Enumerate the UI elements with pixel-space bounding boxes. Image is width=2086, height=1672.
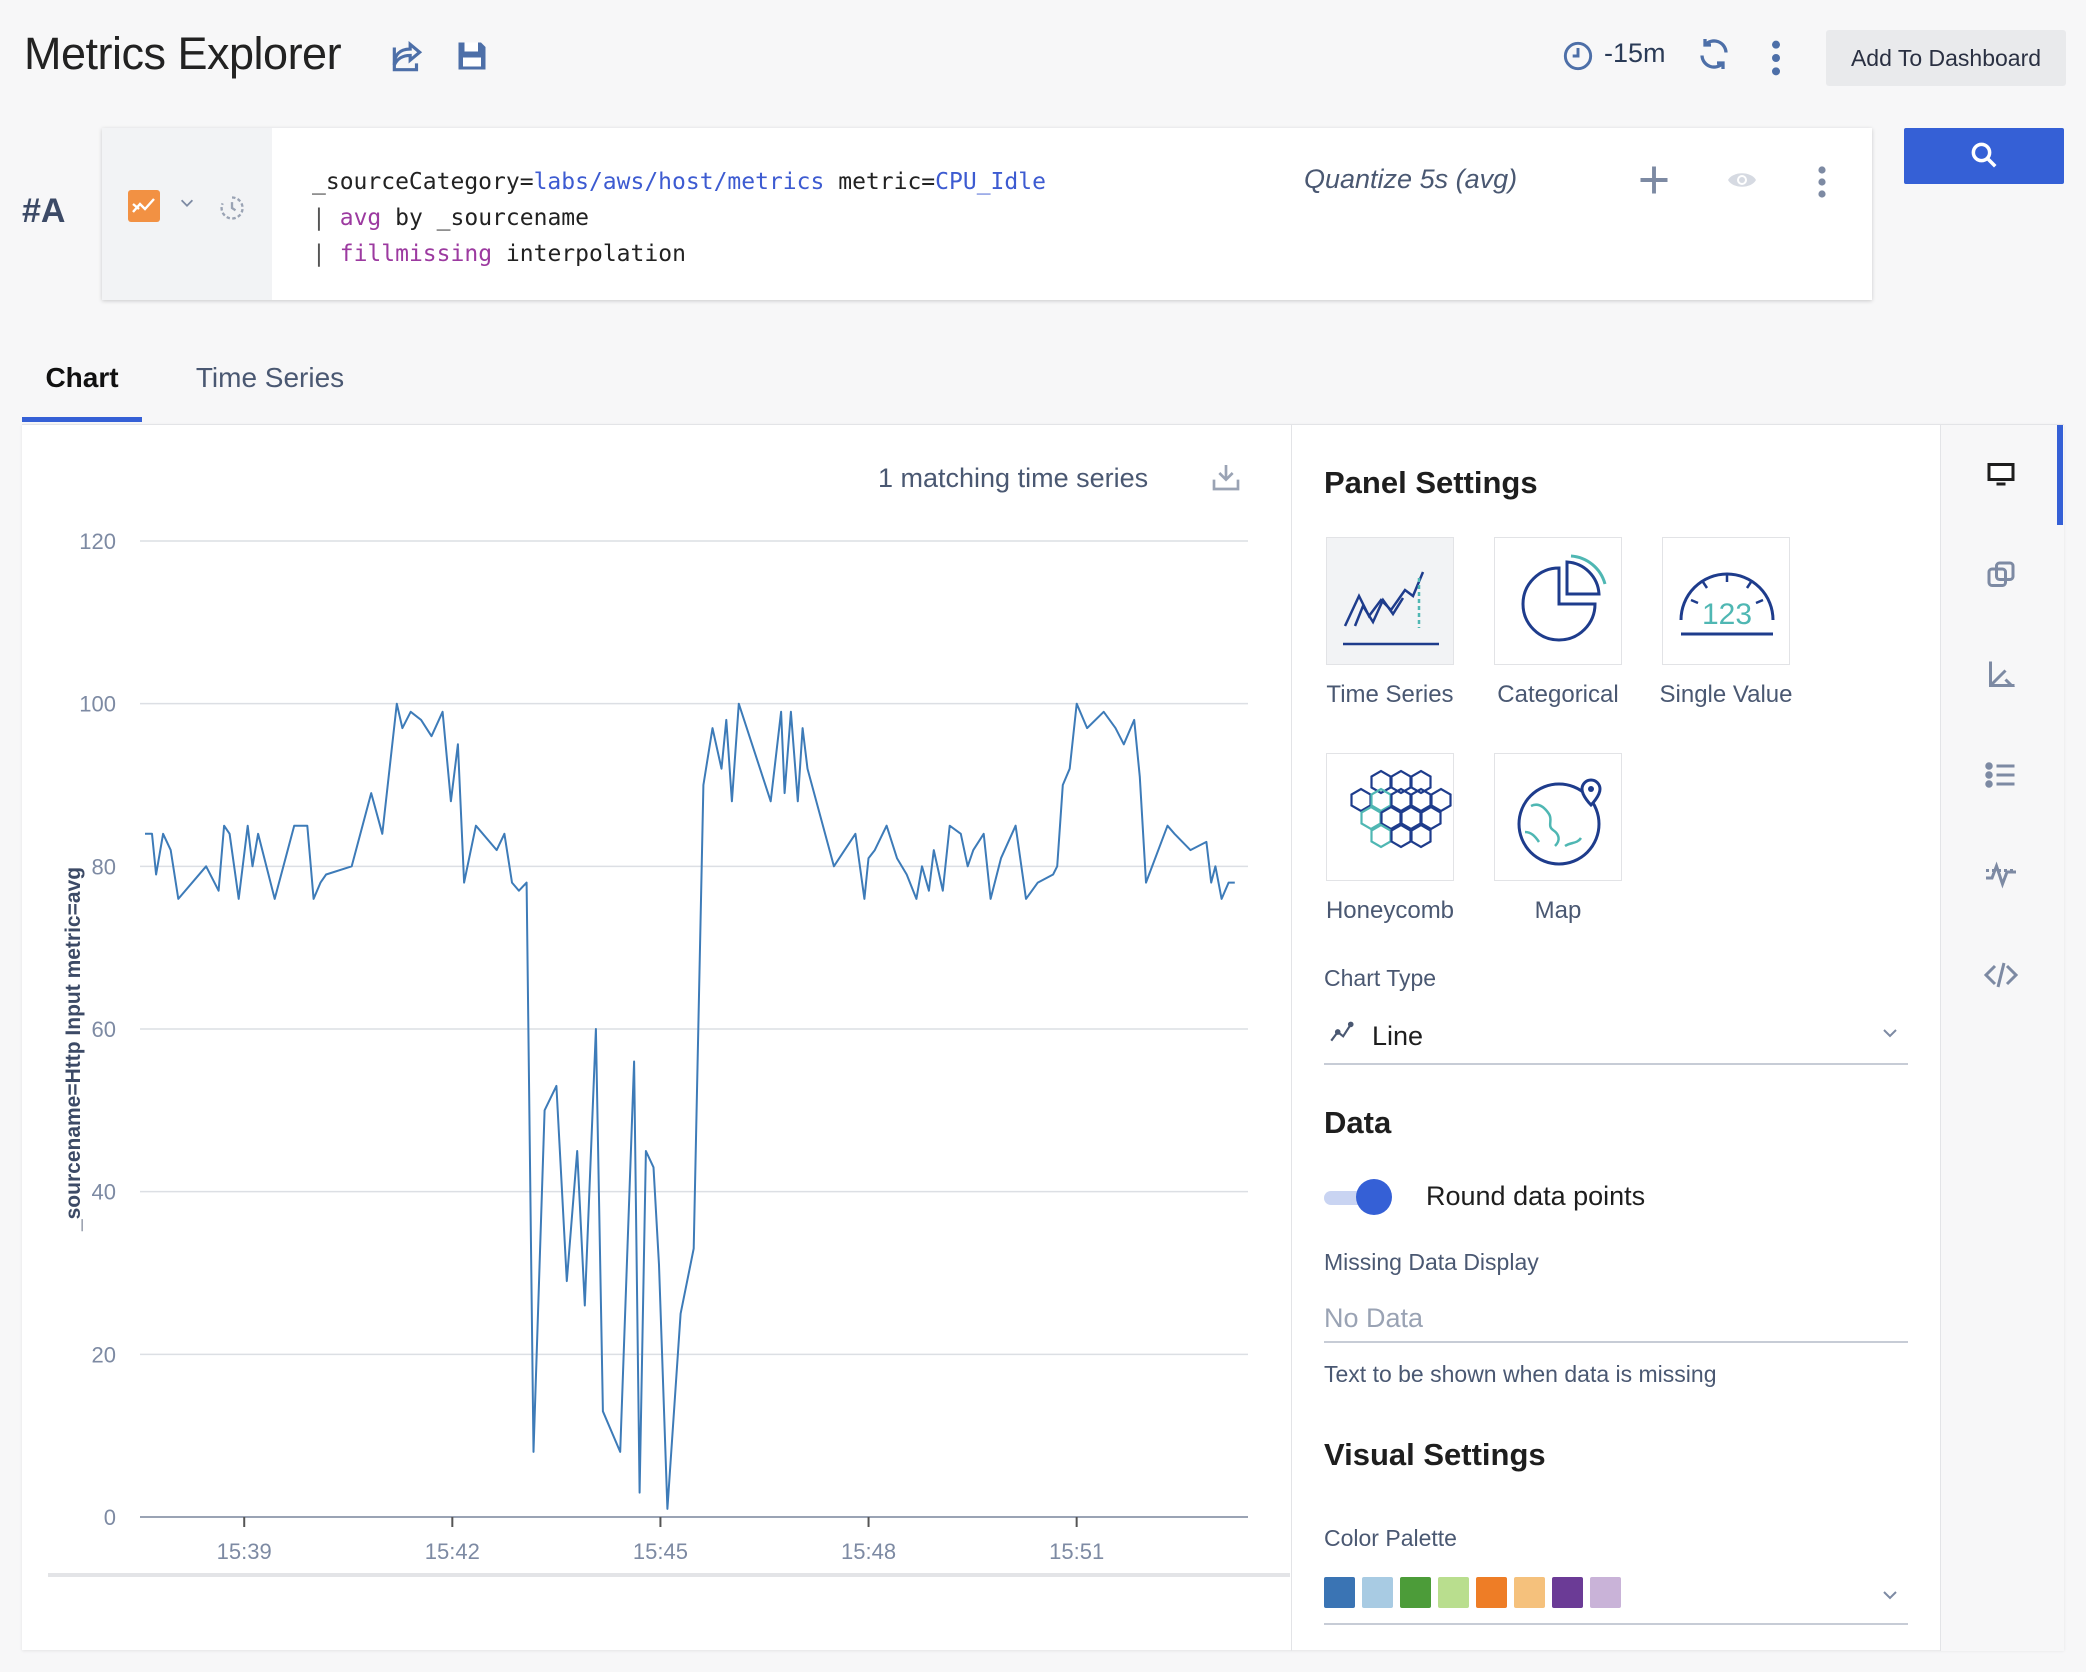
honeycomb-cell xyxy=(1390,823,1412,849)
chart-type-label: Chart Type xyxy=(1324,965,1437,991)
round-data-points-label: Round data points xyxy=(1426,1181,1646,1211)
thresholds-icon[interactable] xyxy=(1983,857,2019,893)
metrics-query-icon[interactable] xyxy=(128,190,160,222)
eye-icon[interactable] xyxy=(1726,168,1758,192)
y-tick-label: 120 xyxy=(79,529,116,554)
matching-series-count: 1 matching time series xyxy=(878,463,1149,493)
viz-label-map: Map xyxy=(1534,897,1582,924)
time-series-viz-icon xyxy=(1343,571,1439,646)
axes-icon[interactable] xyxy=(1983,657,2019,693)
add-query-icon[interactable] xyxy=(1636,162,1672,198)
y-tick-label: 100 xyxy=(79,692,116,717)
line-chart-icon xyxy=(1330,1021,1354,1042)
palette-swatch xyxy=(1590,1577,1621,1608)
time-range-selector[interactable]: -15m xyxy=(1604,38,1666,68)
honeycomb-cell xyxy=(1370,823,1392,849)
y-tick-label: 60 xyxy=(92,1017,116,1042)
tab-time-series[interactable]: Time Series xyxy=(195,362,345,393)
y-tick-label: 40 xyxy=(92,1180,116,1205)
palette-swatch xyxy=(1476,1577,1507,1608)
x-tick-label: 15:48 xyxy=(841,1539,896,1564)
add-to-dashboard-button[interactable]: Add To Dashboard xyxy=(1826,30,2066,86)
globe-icon xyxy=(1517,778,1602,866)
tab-chart[interactable]: Chart xyxy=(22,362,142,422)
y-tick-label: 0 xyxy=(104,1505,116,1530)
palette-swatch xyxy=(1552,1577,1583,1608)
timeshift-icon[interactable] xyxy=(218,194,246,222)
palette-swatch xyxy=(1324,1577,1355,1608)
share-icon[interactable] xyxy=(388,38,426,76)
viz-honeycomb[interactable] xyxy=(1326,753,1454,881)
honeycomb-cell xyxy=(1410,823,1432,849)
y-tick-label: 20 xyxy=(92,1342,116,1367)
y-axis-label: _sourcename=Http Input metric=avg xyxy=(62,867,85,1232)
panel-settings: Panel Settings 123 Time Series Categoric… xyxy=(1294,425,1940,1651)
panel-settings-title: Panel Settings xyxy=(1324,465,1538,500)
y-tick-label: 80 xyxy=(92,854,116,879)
honeycomb-cell xyxy=(1430,787,1452,813)
data-section-title: Data xyxy=(1324,1105,1392,1140)
clock-icon xyxy=(1563,41,1593,71)
missing-data-label: Missing Data Display xyxy=(1324,1249,1539,1275)
query-editor: _sourceCategory=labs/aws/host/metrics me… xyxy=(102,128,1872,300)
viz-label-single-value: Single Value xyxy=(1659,681,1793,708)
viz-categorical[interactable] xyxy=(1494,537,1622,665)
x-tick-label: 15:51 xyxy=(1049,1539,1104,1564)
chevron-down-icon xyxy=(1883,1591,1897,1600)
query-type-panel xyxy=(102,128,272,300)
query-text[interactable]: _sourceCategory=labs/aws/host/metrics me… xyxy=(312,169,1046,267)
missing-data-help: Text to be shown when data is missing xyxy=(1324,1361,1717,1387)
x-tick-label: 15:39 xyxy=(217,1539,272,1564)
viz-label-time-series: Time Series xyxy=(1326,681,1454,708)
honeycomb-cell xyxy=(1410,769,1432,795)
more-options-icon[interactable] xyxy=(1764,38,1788,78)
x-tick-label: 15:42 xyxy=(425,1539,480,1564)
chevron-down-icon[interactable] xyxy=(178,194,196,212)
missing-data-input[interactable] xyxy=(1324,1295,1908,1343)
viz-label-categorical: Categorical xyxy=(1497,681,1619,708)
legend-icon[interactable] xyxy=(1983,757,2019,793)
chart-area: 0 20 40 60 80 100 120 15:39 15:42 15:45 15:48 15:51… xyxy=(22,425,1292,1651)
refresh-icon[interactable] xyxy=(1696,36,1732,72)
settings-rail xyxy=(1940,425,2064,1651)
x-tick-label: 15:45 xyxy=(633,1539,688,1564)
svg-text:123: 123 xyxy=(1702,598,1752,631)
download-icon[interactable] xyxy=(1210,461,1242,493)
main-panel: 0 20 40 60 80 100 120 15:39 15:42 15:45 15:48 15:51… xyxy=(22,424,2064,1651)
honeycomb-cell xyxy=(1420,805,1442,831)
chart-scrollbar[interactable] xyxy=(48,1573,1290,1577)
quantize-setting[interactable]: Quantize 5s (avg) xyxy=(1304,164,1518,194)
palette-swatch xyxy=(1438,1577,1469,1608)
chart-type-value: Line xyxy=(1372,1021,1424,1051)
viz-map[interactable] xyxy=(1494,753,1622,881)
palette-swatch xyxy=(1400,1577,1431,1608)
line-chart[interactable]: 0 20 40 60 80 100 120 15:39 15:42 15:45 15:48 15:51… xyxy=(22,425,1292,1651)
visual-settings-title: Visual Settings xyxy=(1324,1437,1546,1472)
code-icon[interactable] xyxy=(1983,957,2019,993)
toggle-knob xyxy=(1356,1179,1392,1215)
palette-swatch xyxy=(1514,1577,1545,1608)
viz-time-series[interactable] xyxy=(1326,537,1454,665)
round-data-points-toggle[interactable] xyxy=(1324,1179,1398,1215)
query-label: #A xyxy=(22,192,66,230)
save-icon[interactable] xyxy=(454,38,490,74)
viz-single-value[interactable]: 123 xyxy=(1662,537,1790,665)
page-title: Metrics Explorer xyxy=(24,28,342,79)
gauge-icon: 123 xyxy=(1679,572,1775,636)
viz-label-honeycomb: Honeycomb xyxy=(1325,897,1455,924)
honeycomb-icon xyxy=(1350,769,1452,849)
series-line xyxy=(145,702,1235,1510)
display-icon[interactable] xyxy=(1983,457,2019,493)
color-palette-label: Color Palette xyxy=(1324,1525,1457,1551)
query-more-icon[interactable] xyxy=(1810,164,1834,200)
search-button[interactable] xyxy=(1904,128,2064,184)
pie-chart-icon xyxy=(1521,554,1607,642)
search-icon xyxy=(1971,142,1997,167)
chevron-down-icon xyxy=(1883,1029,1897,1038)
rail-active-indicator xyxy=(2057,425,2063,525)
chart-type-select[interactable]: Line xyxy=(1324,1011,1908,1065)
palette-swatch xyxy=(1362,1577,1393,1608)
color-palette-select[interactable] xyxy=(1324,1571,1908,1625)
overlay-icon[interactable] xyxy=(1983,557,2019,593)
